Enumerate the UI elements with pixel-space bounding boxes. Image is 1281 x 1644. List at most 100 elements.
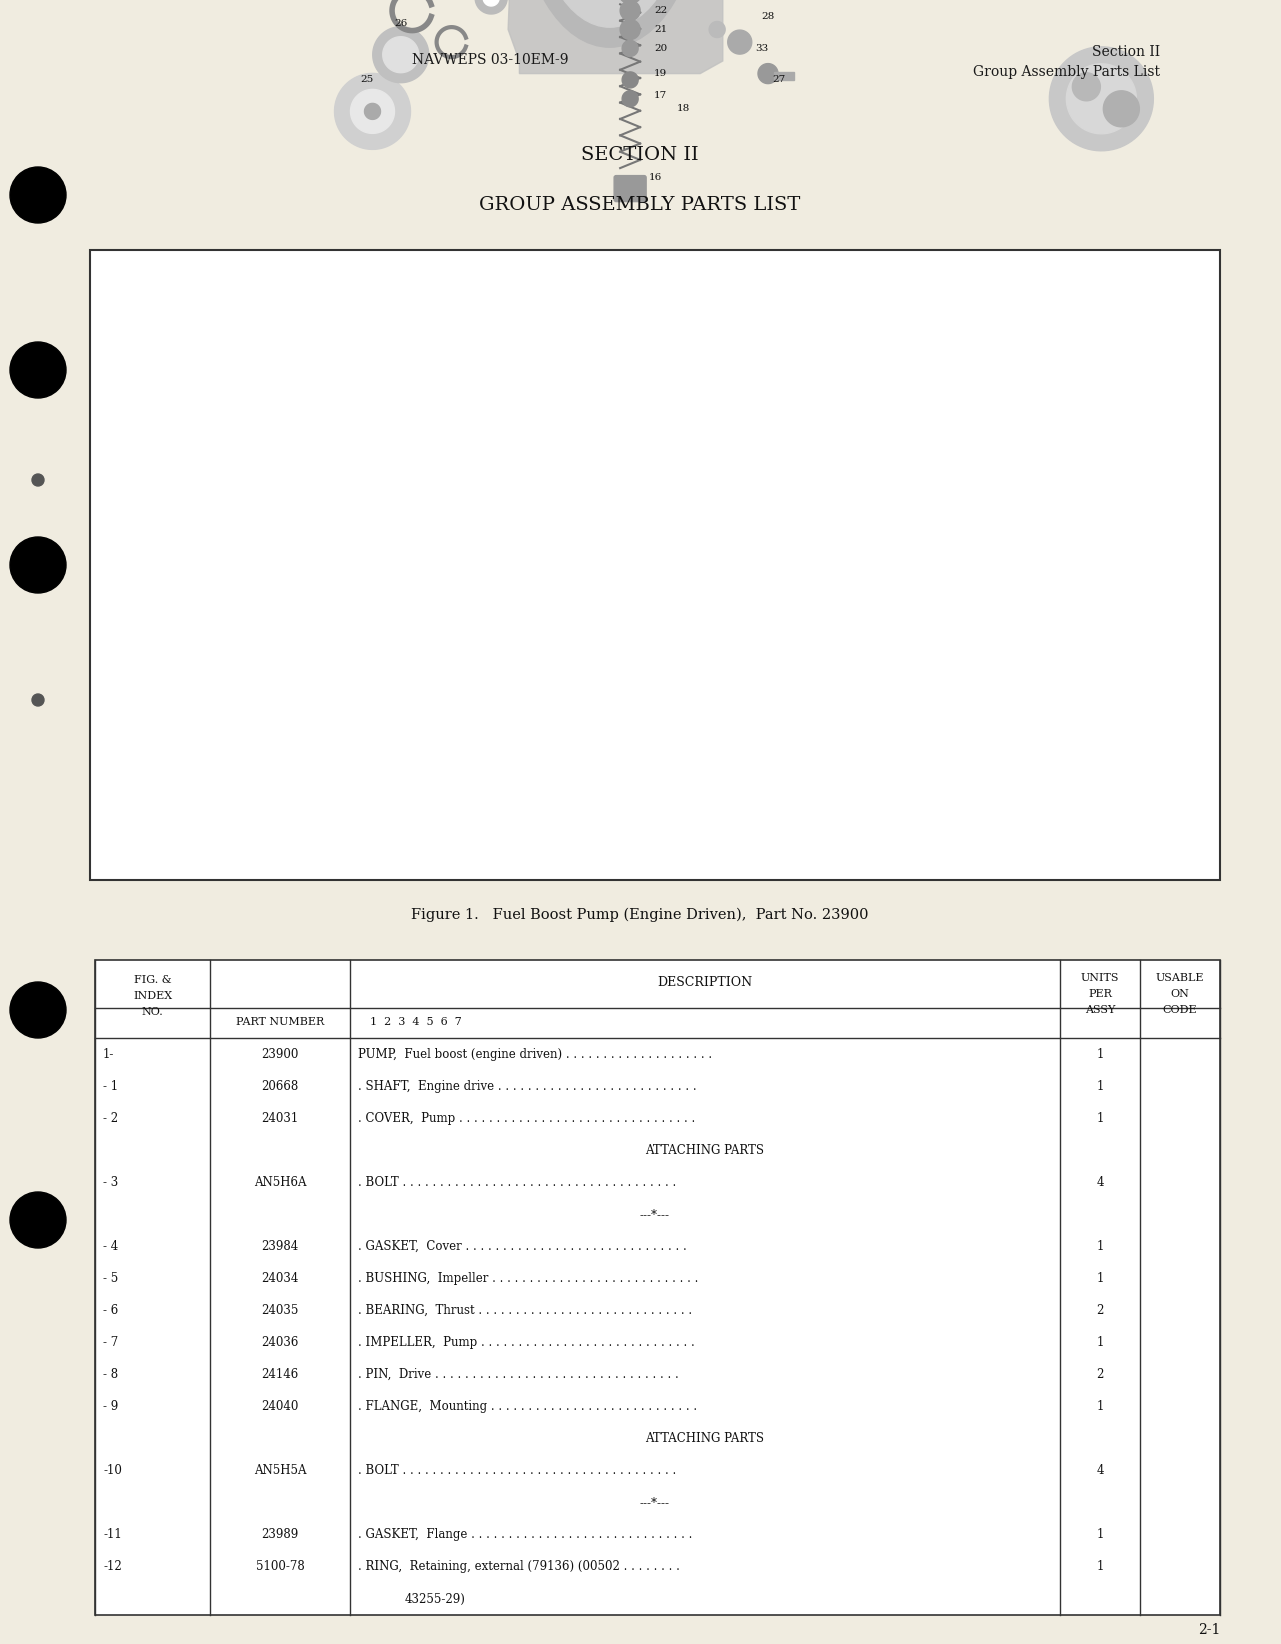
Text: 1  2  3  4  5  6  7: 1 2 3 4 5 6 7 <box>370 1018 461 1028</box>
Polygon shape <box>1072 72 1100 100</box>
Text: 1: 1 <box>1097 1047 1104 1060</box>
Ellipse shape <box>520 0 699 48</box>
Text: 20: 20 <box>655 44 667 53</box>
Text: 4: 4 <box>1097 1465 1104 1478</box>
Text: 24146: 24146 <box>261 1368 298 1381</box>
Polygon shape <box>620 0 640 21</box>
Text: 18: 18 <box>676 104 690 113</box>
Text: . BUSHING,  Impeller . . . . . . . . . . . . . . . . . . . . . . . . . . . .: . BUSHING, Impeller . . . . . . . . . . … <box>357 1272 698 1286</box>
Text: - 8: - 8 <box>102 1368 118 1381</box>
Text: 4: 4 <box>1097 1175 1104 1189</box>
Text: 1: 1 <box>1097 1337 1104 1350</box>
Bar <box>95 960 1220 1614</box>
Polygon shape <box>334 74 410 150</box>
Text: DESCRIPTION: DESCRIPTION <box>657 975 752 988</box>
Polygon shape <box>483 0 500 7</box>
Circle shape <box>10 538 67 593</box>
Text: 1: 1 <box>1097 1560 1104 1573</box>
Text: 1: 1 <box>1097 1529 1104 1542</box>
Text: - 1: - 1 <box>102 1080 118 1093</box>
Text: 1: 1 <box>1097 1401 1104 1414</box>
Text: Group Assembly Parts List: Group Assembly Parts List <box>974 66 1161 79</box>
Text: 16: 16 <box>648 173 661 182</box>
Text: . PIN,  Drive . . . . . . . . . . . . . . . . . . . . . . . . . . . . . . . . .: . PIN, Drive . . . . . . . . . . . . . .… <box>357 1368 679 1381</box>
Text: 20668: 20668 <box>261 1080 298 1093</box>
Text: 23989: 23989 <box>261 1529 298 1542</box>
Text: PUMP,  Fuel boost (engine driven) . . . . . . . . . . . . . . . . . . . .: PUMP, Fuel boost (engine driven) . . . .… <box>357 1047 712 1060</box>
Polygon shape <box>1049 46 1153 151</box>
Text: NO.: NO. <box>142 1008 164 1018</box>
Text: USABLE: USABLE <box>1155 973 1204 983</box>
Text: . GASKET,  Cover . . . . . . . . . . . . . . . . . . . . . . . . . . . . . .: . GASKET, Cover . . . . . . . . . . . . … <box>357 1240 687 1253</box>
Text: - 5: - 5 <box>102 1272 118 1286</box>
Circle shape <box>10 342 67 398</box>
Text: . FLANGE,  Mounting . . . . . . . . . . . . . . . . . . . . . . . . . . . .: . FLANGE, Mounting . . . . . . . . . . .… <box>357 1401 697 1414</box>
Polygon shape <box>373 26 429 82</box>
Text: 19: 19 <box>655 69 667 79</box>
Text: 28: 28 <box>761 13 775 21</box>
Text: INDEX: INDEX <box>133 991 172 1001</box>
Text: 43255-29): 43255-29) <box>405 1593 466 1606</box>
Polygon shape <box>365 104 380 120</box>
Text: 24036: 24036 <box>261 1337 298 1350</box>
Polygon shape <box>623 72 638 87</box>
Text: 33: 33 <box>756 44 769 53</box>
Text: ---*---: ---*--- <box>640 1208 670 1221</box>
Text: 26: 26 <box>395 18 407 28</box>
Text: . GASKET,  Flange . . . . . . . . . . . . . . . . . . . . . . . . . . . . . .: . GASKET, Flange . . . . . . . . . . . .… <box>357 1529 692 1542</box>
Bar <box>774 72 794 81</box>
Text: - 9: - 9 <box>102 1401 118 1414</box>
Polygon shape <box>623 41 638 56</box>
Circle shape <box>10 981 67 1037</box>
Text: . BOLT . . . . . . . . . . . . . . . . . . . . . . . . . . . . . . . . . . . . .: . BOLT . . . . . . . . . . . . . . . . .… <box>357 1465 676 1478</box>
Text: - 3: - 3 <box>102 1175 118 1189</box>
Polygon shape <box>710 21 725 38</box>
Text: 1: 1 <box>1097 1272 1104 1286</box>
Text: 2: 2 <box>1097 1368 1104 1381</box>
Text: 1: 1 <box>1097 1111 1104 1124</box>
Text: . IMPELLER,  Pump . . . . . . . . . . . . . . . . . . . . . . . . . . . . .: . IMPELLER, Pump . . . . . . . . . . . .… <box>357 1337 694 1350</box>
Text: 2-1: 2-1 <box>1198 1623 1220 1637</box>
Polygon shape <box>351 89 395 133</box>
Text: PER: PER <box>1088 990 1112 1000</box>
Text: ASSY: ASSY <box>1085 1004 1116 1014</box>
Text: 25: 25 <box>360 76 374 84</box>
Circle shape <box>32 694 44 705</box>
Polygon shape <box>1103 90 1139 127</box>
Text: AN5H6A: AN5H6A <box>254 1175 306 1189</box>
Text: Figure 1.   Fuel Boost Pump (Engine Driven),  Part No. 23900: Figure 1. Fuel Boost Pump (Engine Driven… <box>411 907 869 922</box>
Circle shape <box>32 473 44 487</box>
Text: NAVWEPS 03-10EM-9: NAVWEPS 03-10EM-9 <box>411 53 569 67</box>
Text: UNITS: UNITS <box>1081 973 1120 983</box>
Text: 24031: 24031 <box>261 1111 298 1124</box>
Polygon shape <box>383 36 419 72</box>
Text: 1-: 1- <box>102 1047 114 1060</box>
Polygon shape <box>623 90 638 107</box>
Ellipse shape <box>534 0 685 28</box>
Circle shape <box>10 168 67 224</box>
Text: 5100-78: 5100-78 <box>256 1560 305 1573</box>
Text: . RING,  Retaining, external (79136) (00502 . . . . . . . .: . RING, Retaining, external (79136) (005… <box>357 1560 680 1573</box>
Polygon shape <box>619 0 642 3</box>
Text: -11: -11 <box>102 1529 122 1542</box>
Circle shape <box>10 1192 67 1248</box>
Text: 29: 29 <box>423 0 436 3</box>
Text: - 7: - 7 <box>102 1337 118 1350</box>
Text: 21: 21 <box>655 25 667 35</box>
Text: . BOLT . . . . . . . . . . . . . . . . . . . . . . . . . . . . . . . . . . . . .: . BOLT . . . . . . . . . . . . . . . . .… <box>357 1175 676 1189</box>
FancyBboxPatch shape <box>614 176 646 202</box>
Text: ATTACHING PARTS: ATTACHING PARTS <box>646 1432 765 1445</box>
Polygon shape <box>620 20 640 39</box>
Text: ATTACHING PARTS: ATTACHING PARTS <box>646 1144 765 1157</box>
Text: . SHAFT,  Engine drive . . . . . . . . . . . . . . . . . . . . . . . . . . .: . SHAFT, Engine drive . . . . . . . . . … <box>357 1080 697 1093</box>
Text: 27: 27 <box>772 76 787 84</box>
Text: . BEARING,  Thrust . . . . . . . . . . . . . . . . . . . . . . . . . . . . .: . BEARING, Thrust . . . . . . . . . . . … <box>357 1304 692 1317</box>
Text: 2: 2 <box>1097 1304 1104 1317</box>
Text: CODE: CODE <box>1163 1004 1198 1014</box>
Text: 23900: 23900 <box>261 1047 298 1060</box>
Text: ---*---: ---*--- <box>640 1496 670 1509</box>
Text: AN5H5A: AN5H5A <box>254 1465 306 1478</box>
Text: 17: 17 <box>655 90 667 100</box>
Text: . COVER,  Pump . . . . . . . . . . . . . . . . . . . . . . . . . . . . . . . .: . COVER, Pump . . . . . . . . . . . . . … <box>357 1111 696 1124</box>
Text: 24035: 24035 <box>261 1304 298 1317</box>
